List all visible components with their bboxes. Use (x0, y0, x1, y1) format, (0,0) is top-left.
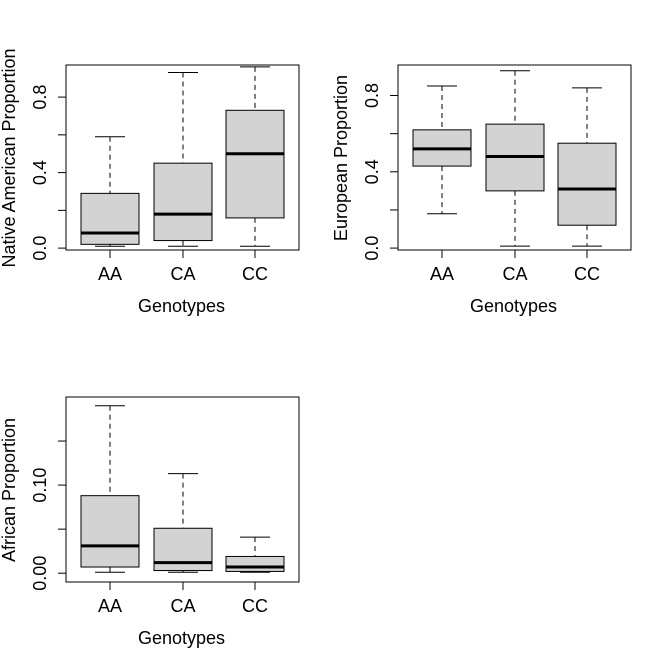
iqr-box (153, 162, 213, 242)
chart-panel-3: 0.00 0.10 AA CA CC Genotypes African Proportio… (0, 396, 300, 648)
y-tick-label: 0.0 (362, 236, 382, 261)
x-axis-title: Genotypes (138, 628, 225, 648)
box-CC (557, 87, 617, 247)
x-tick-label: AA (98, 264, 122, 284)
y-tick-label: 0.4 (362, 159, 382, 184)
y-tick-label: 0.8 (30, 85, 50, 110)
iqr-box (153, 527, 213, 572)
y-tick-label: 0.00 (30, 556, 50, 591)
x-axis-title: Genotypes (138, 296, 225, 316)
box-CA (485, 70, 545, 247)
x-tick-label: CC (574, 264, 600, 284)
x-tick-label: CC (242, 596, 268, 616)
iqr-box (557, 142, 617, 226)
iqr-box (80, 192, 140, 245)
box-CA (153, 473, 213, 573)
iqr-box (225, 109, 285, 219)
chart-panel-2: 0.0 0.4 0.8 AA CA CC Genotypes European Proport… (331, 64, 632, 316)
box-CA (153, 72, 213, 247)
box-CC (225, 66, 285, 247)
iqr-box (80, 495, 140, 568)
x-tick-label: AA (430, 264, 454, 284)
x-tick-label: CA (170, 596, 195, 616)
x-axis-title: Genotypes (470, 296, 557, 316)
x-tick-label: AA (98, 596, 122, 616)
y-axis-title: African Proportion (0, 418, 19, 562)
x-tick-label: CA (170, 264, 195, 284)
y-tick-label: 0.10 (30, 468, 50, 503)
box-AA (80, 136, 140, 247)
y-tick-label: 0.8 (362, 83, 382, 108)
y-axis-title: European Proportion (331, 75, 351, 241)
iqr-box (225, 555, 285, 572)
y-tick-label: 0.4 (30, 160, 50, 185)
box-AA (412, 85, 472, 215)
box-AA (80, 405, 140, 573)
chart-panel-1: 0.0 0.4 0.8 AA CA CC Genotypes Native American … (0, 48, 300, 316)
box-CC (225, 536, 285, 573)
y-axis-title: Native American Proportion (0, 48, 19, 267)
x-tick-label: CA (502, 264, 527, 284)
x-tick-label: CC (242, 264, 268, 284)
y-tick-label: 0.0 (30, 236, 50, 261)
